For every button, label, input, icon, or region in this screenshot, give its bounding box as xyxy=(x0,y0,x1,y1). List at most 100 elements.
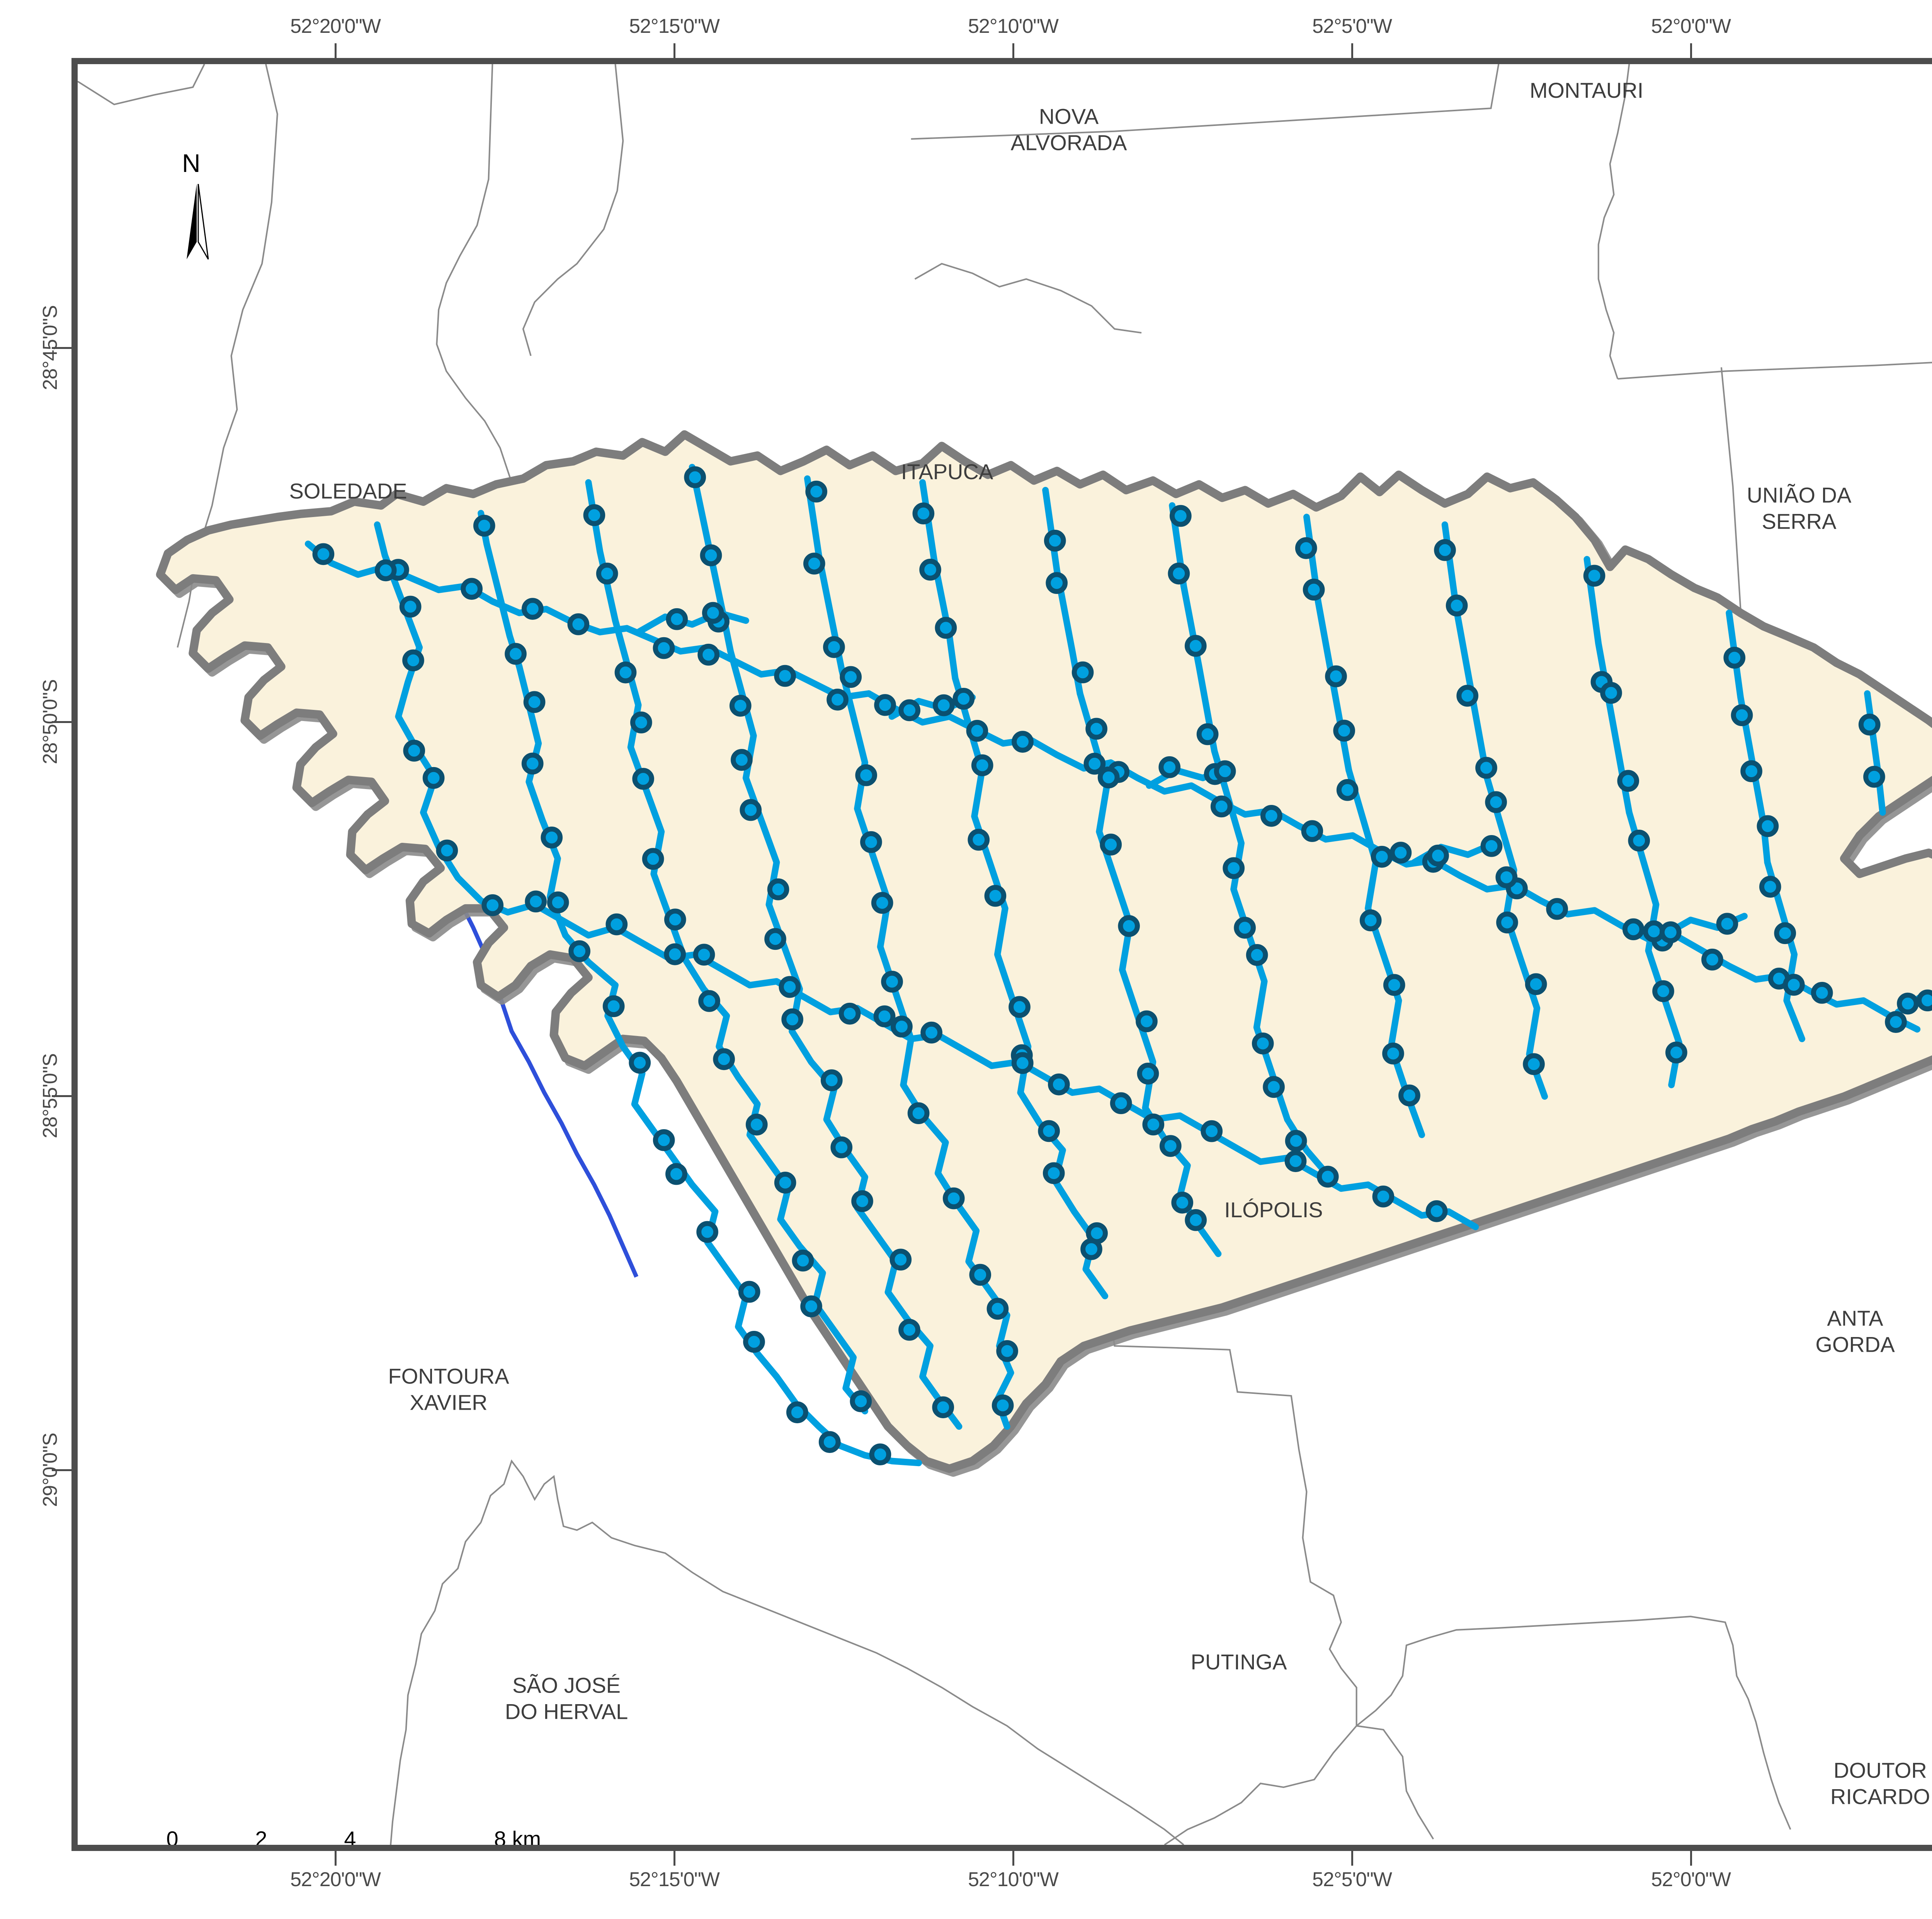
spring-point xyxy=(436,839,458,862)
spring-point xyxy=(871,892,893,914)
spring-point xyxy=(1048,1073,1070,1096)
springs-layer xyxy=(312,466,1932,1466)
spring-point xyxy=(1665,1041,1687,1063)
spring-point xyxy=(713,1048,735,1070)
spring-point xyxy=(827,689,849,711)
spring-point xyxy=(1425,1200,1448,1222)
spring-point xyxy=(1118,915,1140,937)
spring-point xyxy=(1523,1053,1545,1075)
spring-point xyxy=(374,559,397,582)
spring-point xyxy=(1301,820,1323,842)
spring-point xyxy=(1701,948,1723,971)
spring-point xyxy=(402,649,424,672)
spring-point xyxy=(1136,1010,1158,1033)
spring-point xyxy=(605,913,628,936)
spring-point xyxy=(653,637,675,659)
map-label-doutor-ricardo: DOUTOR RICARDO xyxy=(1830,1758,1930,1809)
lon-label-bottom-4: 52°0'0"W xyxy=(1651,1868,1731,1891)
spring-point xyxy=(1043,1162,1065,1184)
spring-point xyxy=(1333,720,1355,742)
spring-point xyxy=(971,754,993,776)
spring-point xyxy=(881,971,903,993)
spring-point xyxy=(1097,766,1120,789)
lon-tick-bottom-0 xyxy=(335,1851,337,1866)
scale-tick-8: 8 km xyxy=(494,1827,541,1851)
spring-point xyxy=(830,1136,853,1159)
spring-point xyxy=(684,466,706,488)
north-label: N xyxy=(182,149,201,177)
spring-point xyxy=(851,1190,873,1212)
spring-point xyxy=(1083,753,1106,775)
spring-point xyxy=(855,764,877,786)
spring-point xyxy=(700,544,722,567)
spring-point xyxy=(1085,718,1107,740)
spring-point xyxy=(1263,1076,1285,1098)
scale-bar-graphic xyxy=(172,1850,528,1851)
spring-point xyxy=(1475,757,1497,779)
spring-point xyxy=(767,878,789,900)
spring-point xyxy=(1716,913,1738,935)
spring-point xyxy=(942,1187,965,1210)
spring-point xyxy=(968,829,990,851)
spring-point xyxy=(666,608,688,630)
spring-point xyxy=(697,643,719,666)
spring-point xyxy=(665,1163,687,1185)
spring-point xyxy=(1080,1238,1102,1260)
spring-point xyxy=(1917,989,1932,1012)
spring-point xyxy=(889,1249,912,1271)
spring-point xyxy=(1158,756,1181,778)
spring-point xyxy=(1389,842,1412,864)
spring-point xyxy=(792,1249,814,1272)
spring-point xyxy=(696,1221,718,1243)
spring-point xyxy=(505,643,527,665)
spring-point xyxy=(1863,766,1885,788)
spring-point xyxy=(969,1264,992,1286)
spring-point xyxy=(629,1051,651,1074)
spring-point xyxy=(1044,529,1066,552)
spring-point xyxy=(818,1431,841,1453)
spring-point xyxy=(729,694,752,717)
spring-point xyxy=(1137,1062,1159,1085)
map-label-anta-gorda: ANTA GORDA xyxy=(1815,1306,1895,1357)
scale-tick-4: 4 xyxy=(344,1827,356,1851)
lon-label-top-2: 52°10'0"W xyxy=(968,15,1059,37)
spring-point xyxy=(602,995,625,1017)
spring-point xyxy=(823,636,845,658)
spring-point xyxy=(1011,1052,1034,1074)
spring-point xyxy=(1546,898,1568,920)
spring-point xyxy=(873,1005,896,1028)
spring-point xyxy=(1757,815,1779,837)
spring-point xyxy=(1740,760,1762,782)
spring-point xyxy=(786,1401,808,1424)
scale-seg-3 xyxy=(350,1850,528,1851)
lon-tick-top-4 xyxy=(1690,43,1692,58)
spring-point xyxy=(312,543,335,565)
spring-point xyxy=(820,1069,843,1091)
spring-point xyxy=(1295,537,1317,559)
lon-tick-top-3 xyxy=(1351,43,1353,58)
spring-point xyxy=(935,617,957,639)
spring-point xyxy=(774,1172,796,1194)
lon-label-top-3: 52°5'0"W xyxy=(1312,15,1392,37)
map-graphics xyxy=(78,64,1932,1845)
lon-label-bottom-0: 52°20'0"W xyxy=(290,1868,381,1891)
spring-point xyxy=(1525,973,1547,995)
lat-tick-2 xyxy=(52,1095,71,1097)
spring-point xyxy=(1046,572,1068,594)
spring-point xyxy=(1170,505,1192,527)
north-arrow: N xyxy=(174,149,221,260)
spring-point xyxy=(399,595,422,618)
lon-label-bottom-3: 52°5'0"W xyxy=(1312,1868,1392,1891)
spring-point xyxy=(779,976,801,998)
spring-point xyxy=(932,1396,954,1419)
spring-point xyxy=(919,558,941,581)
lat-tick-3 xyxy=(52,1469,71,1471)
spring-point xyxy=(664,943,686,965)
map-label-itapuca: ITAPUCA xyxy=(901,459,993,484)
lat-tick-1 xyxy=(52,721,71,723)
spring-point xyxy=(1316,1165,1339,1188)
spring-point xyxy=(740,799,762,821)
spring-point xyxy=(1159,1135,1182,1157)
spring-point xyxy=(1185,1209,1207,1231)
